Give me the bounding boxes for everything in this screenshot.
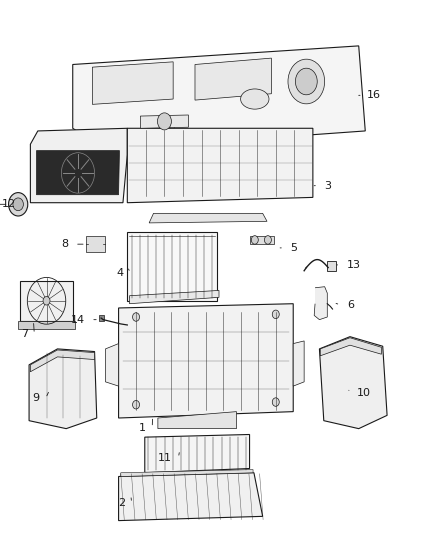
Circle shape xyxy=(272,310,279,319)
Polygon shape xyxy=(121,470,253,477)
Text: 10: 10 xyxy=(357,388,371,398)
Circle shape xyxy=(288,59,325,104)
Polygon shape xyxy=(73,46,365,150)
Circle shape xyxy=(9,192,28,216)
Polygon shape xyxy=(20,281,73,321)
Polygon shape xyxy=(18,321,75,329)
Text: 4: 4 xyxy=(117,268,124,278)
Polygon shape xyxy=(319,337,387,429)
Bar xyxy=(327,261,336,271)
Polygon shape xyxy=(250,236,274,244)
Text: 13: 13 xyxy=(347,260,361,270)
Circle shape xyxy=(272,398,279,406)
Circle shape xyxy=(295,68,317,95)
Polygon shape xyxy=(106,344,119,386)
Text: 16: 16 xyxy=(367,90,381,100)
Circle shape xyxy=(13,198,23,211)
Ellipse shape xyxy=(240,89,269,109)
Text: 6: 6 xyxy=(347,300,354,310)
Polygon shape xyxy=(145,434,250,473)
Text: 7: 7 xyxy=(21,329,28,339)
Polygon shape xyxy=(119,304,293,418)
Circle shape xyxy=(251,236,258,244)
Polygon shape xyxy=(99,316,104,321)
Circle shape xyxy=(133,400,140,409)
Polygon shape xyxy=(141,115,188,128)
Polygon shape xyxy=(158,411,237,429)
Circle shape xyxy=(159,116,174,135)
Text: 3: 3 xyxy=(325,181,332,191)
Polygon shape xyxy=(127,128,313,203)
Text: 1: 1 xyxy=(139,423,146,433)
Text: 9: 9 xyxy=(32,393,39,403)
Circle shape xyxy=(133,313,140,321)
Text: 11: 11 xyxy=(158,453,172,463)
Polygon shape xyxy=(130,290,219,304)
Polygon shape xyxy=(30,350,95,372)
Polygon shape xyxy=(119,473,263,521)
Text: 8: 8 xyxy=(61,239,68,249)
Polygon shape xyxy=(92,62,173,104)
Circle shape xyxy=(43,296,50,305)
Polygon shape xyxy=(30,128,127,203)
Text: 2: 2 xyxy=(118,498,125,508)
Polygon shape xyxy=(293,341,304,386)
Polygon shape xyxy=(29,349,97,429)
Polygon shape xyxy=(314,287,327,320)
Text: 14: 14 xyxy=(71,314,85,325)
Text: 5: 5 xyxy=(290,243,297,253)
Circle shape xyxy=(162,120,171,131)
Text: 12: 12 xyxy=(2,199,16,209)
Bar xyxy=(127,232,217,301)
Circle shape xyxy=(157,113,171,130)
Circle shape xyxy=(265,236,272,244)
Bar xyxy=(86,236,106,252)
Polygon shape xyxy=(36,151,120,195)
Polygon shape xyxy=(320,338,381,356)
Polygon shape xyxy=(195,58,272,100)
Polygon shape xyxy=(149,213,267,223)
